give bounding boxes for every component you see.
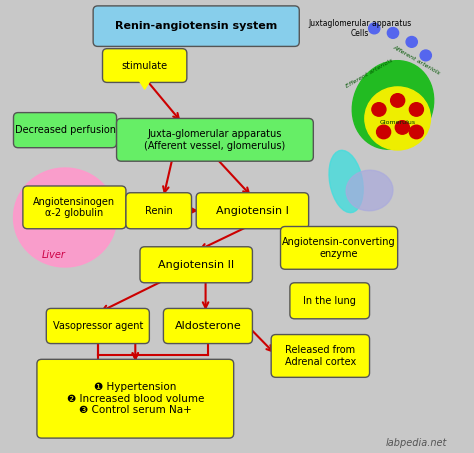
Text: Angiotensinogen
α-2 globulin: Angiotensinogen α-2 globulin <box>33 197 116 218</box>
FancyBboxPatch shape <box>37 359 234 438</box>
Text: Juxta-glomerular apparatus
(Afferent vessel, glomerulus): Juxta-glomerular apparatus (Afferent ves… <box>144 129 285 151</box>
Text: ❶ Hypertension
❷ Increased blood volume
❸ Control serum Na+: ❶ Hypertension ❷ Increased blood volume … <box>67 382 204 415</box>
Ellipse shape <box>13 168 117 267</box>
Circle shape <box>376 125 391 139</box>
Text: Released from
Adrenal cortex: Released from Adrenal cortex <box>285 345 356 367</box>
Text: Vasopressor agent: Vasopressor agent <box>53 321 143 331</box>
FancyBboxPatch shape <box>196 193 309 229</box>
Text: Angiotensin I: Angiotensin I <box>216 206 289 216</box>
Circle shape <box>410 125 423 139</box>
Text: Efferent arteriols: Efferent arteriols <box>345 58 394 89</box>
Circle shape <box>372 103 386 116</box>
Circle shape <box>369 23 380 34</box>
FancyBboxPatch shape <box>93 6 299 46</box>
FancyBboxPatch shape <box>46 308 149 343</box>
FancyBboxPatch shape <box>290 283 370 319</box>
Text: Renin-angiotensin system: Renin-angiotensin system <box>115 21 277 31</box>
Text: Angiotensin II: Angiotensin II <box>158 260 234 270</box>
Circle shape <box>420 50 431 61</box>
FancyBboxPatch shape <box>102 48 187 82</box>
Text: Renin: Renin <box>145 206 173 216</box>
FancyBboxPatch shape <box>23 186 126 229</box>
Text: In the lung: In the lung <box>303 296 356 306</box>
Text: Juxtaglomerular apparatus
Cells: Juxtaglomerular apparatus Cells <box>309 19 412 38</box>
Text: Angiotensin-converting
enzyme: Angiotensin-converting enzyme <box>283 237 396 259</box>
FancyBboxPatch shape <box>281 226 398 269</box>
FancyBboxPatch shape <box>117 118 313 161</box>
FancyBboxPatch shape <box>126 193 191 229</box>
Text: stimulate: stimulate <box>122 61 168 71</box>
Ellipse shape <box>329 150 363 212</box>
Circle shape <box>410 103 423 116</box>
Circle shape <box>395 120 410 134</box>
Circle shape <box>387 28 399 39</box>
Circle shape <box>391 94 405 107</box>
Ellipse shape <box>346 170 393 211</box>
Polygon shape <box>137 78 152 89</box>
Ellipse shape <box>352 61 434 149</box>
Text: Glomerulus: Glomerulus <box>380 120 416 125</box>
FancyBboxPatch shape <box>13 113 117 148</box>
Text: Liver: Liver <box>42 250 65 260</box>
FancyBboxPatch shape <box>140 247 253 283</box>
FancyBboxPatch shape <box>271 335 370 377</box>
Circle shape <box>365 87 430 150</box>
FancyBboxPatch shape <box>164 308 253 343</box>
Circle shape <box>406 37 417 47</box>
Text: Aldosterone: Aldosterone <box>174 321 241 331</box>
Text: Afferent arteriols: Afferent arteriols <box>392 44 441 76</box>
Text: labpedia.net: labpedia.net <box>386 438 447 448</box>
Text: Decreased perfusion: Decreased perfusion <box>15 125 116 135</box>
